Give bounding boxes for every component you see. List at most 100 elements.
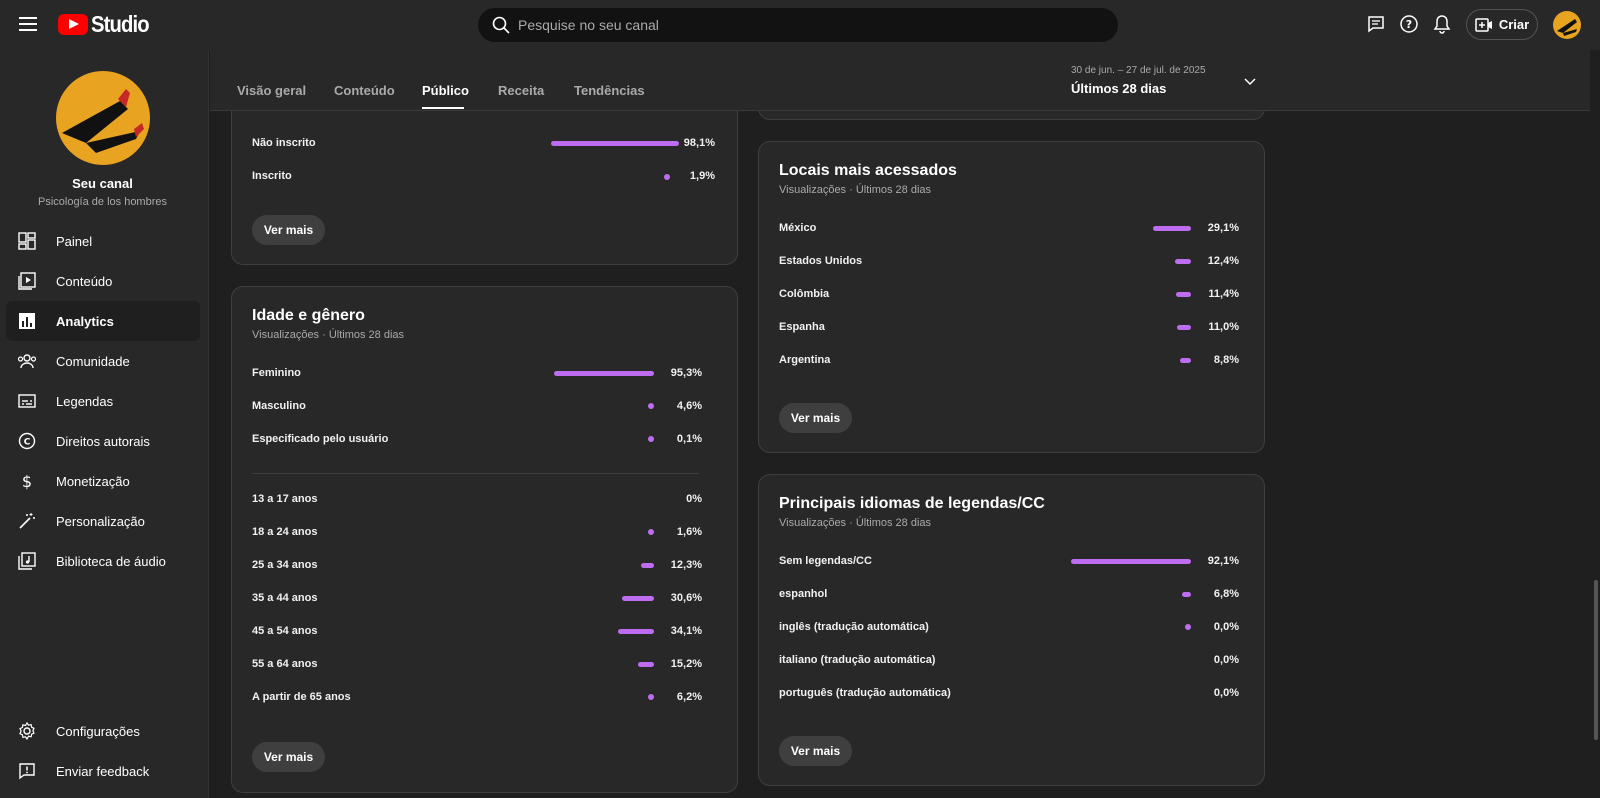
row-value: 12,3% xyxy=(670,559,702,571)
money-icon: $ xyxy=(17,471,37,491)
row-bar xyxy=(1176,292,1191,297)
row-label: Espanha xyxy=(779,321,825,333)
row-value: 0,1% xyxy=(676,433,702,445)
tab-audience[interactable]: Público xyxy=(422,83,469,98)
row-dot xyxy=(648,694,654,700)
help-icon[interactable]: ? xyxy=(1397,12,1421,36)
tab-overview[interactable]: Visão geral xyxy=(237,83,307,98)
sidebar-item-label: Personalização xyxy=(56,513,145,529)
divider xyxy=(252,473,699,474)
see-more-button[interactable]: Ver mais xyxy=(779,736,852,766)
see-more-button[interactable]: Ver mais xyxy=(252,742,325,772)
studio-logo[interactable]: Studio xyxy=(58,11,157,38)
top-bar: Studio Pesquise no seu canal ? Criar xyxy=(0,0,1600,50)
row-label: Sem legendas/CC xyxy=(779,555,872,567)
sidebar-item-label: Configurações xyxy=(56,723,140,739)
create-button[interactable]: Criar xyxy=(1466,9,1538,40)
community-icon xyxy=(17,351,37,371)
row-label: 45 a 54 anos xyxy=(252,625,318,637)
see-more-button[interactable]: Ver mais xyxy=(252,215,325,245)
row-value: 15,2% xyxy=(670,658,702,670)
row-label: 13 a 17 anos xyxy=(252,493,318,505)
row-value: 0,0% xyxy=(1213,621,1239,633)
row-value: 0% xyxy=(686,493,702,505)
row-label: Especificado pelo usuário xyxy=(252,433,389,445)
row-label: Argentina xyxy=(779,354,831,366)
row-value: 30,6% xyxy=(670,592,702,604)
svg-text:C: C xyxy=(24,438,31,448)
sidebar-item-customization[interactable]: Personalização xyxy=(6,501,200,541)
sidebar-item-monetization[interactable]: $ Monetização xyxy=(6,461,200,501)
row-label: inglês (tradução automática) xyxy=(779,621,929,633)
row-label: México xyxy=(779,222,817,234)
sidebar-item-community[interactable]: Comunidade xyxy=(6,341,200,381)
tabs-bar: Visão geral Conteúdo Público Receita Ten… xyxy=(210,50,1590,111)
svg-text:?: ? xyxy=(1406,18,1412,31)
bell-icon[interactable] xyxy=(1430,12,1454,36)
row-dot xyxy=(664,174,670,180)
tab-content[interactable]: Conteúdo xyxy=(334,83,395,98)
sidebar-item-label: Conteúdo xyxy=(56,273,113,289)
age-gender-card: Idade e gênero Visualizações · Últimos 2… xyxy=(231,286,738,793)
row-bar xyxy=(554,371,654,376)
sidebar-item-label: Biblioteca de áudio xyxy=(56,553,166,569)
row-bar xyxy=(1175,259,1191,264)
row-value: 11,0% xyxy=(1208,321,1239,333)
sidebar-item-subtitles[interactable]: Legendas xyxy=(6,381,200,421)
content-icon xyxy=(17,271,37,291)
row-label: Colômbia xyxy=(779,288,830,300)
row-value: 8,8% xyxy=(1213,354,1239,366)
dashboard-icon xyxy=(17,231,37,251)
date-range-dates: 30 de jun. – 27 de jul. de 2025 xyxy=(1071,65,1206,76)
search-bar[interactable]: Pesquise no seu canal xyxy=(478,8,1118,42)
row-label: A partir de 65 anos xyxy=(252,691,351,703)
youtube-play-icon xyxy=(58,14,88,35)
comment-icon[interactable] xyxy=(1364,12,1388,36)
see-more-button[interactable]: Ver mais xyxy=(779,403,852,433)
scrollbar[interactable] xyxy=(1594,580,1598,740)
chevron-down-icon[interactable] xyxy=(1240,72,1260,92)
row-label: 35 a 44 anos xyxy=(252,592,318,604)
card-subtitle: Visualizações · Últimos 28 dias xyxy=(779,184,932,196)
date-range-label: Últimos 28 dias xyxy=(1071,81,1167,96)
account-avatar[interactable] xyxy=(1553,11,1581,39)
svg-text:$: $ xyxy=(22,472,32,490)
gear-icon xyxy=(17,721,37,741)
sidebar-item-label: Direitos autorais xyxy=(56,433,150,449)
row-label: Estados Unidos xyxy=(779,255,863,267)
row-bar xyxy=(1177,325,1191,330)
sidebar-item-label: Painel xyxy=(56,233,93,249)
row-label: 25 a 34 anos xyxy=(252,559,318,571)
row-value: 6,8% xyxy=(1213,588,1239,600)
row-bar xyxy=(1071,559,1191,564)
create-label: Criar xyxy=(1498,17,1530,32)
row-bar xyxy=(1182,592,1191,597)
sidebar-item-label: Legendas xyxy=(56,393,114,409)
row-label: 55 a 64 anos xyxy=(252,658,318,670)
row-label: português (tradução automática) xyxy=(779,687,951,699)
row-dot xyxy=(648,403,654,409)
sidebar-item-settings[interactable]: Configurações xyxy=(6,711,200,751)
sidebar-item-analytics[interactable]: Analytics xyxy=(6,301,200,341)
row-dot xyxy=(648,529,654,535)
sidebar-item-content[interactable]: Conteúdo xyxy=(6,261,200,301)
date-range-picker[interactable]: 30 de jun. – 27 de jul. de 2025 Últimos … xyxy=(1071,65,1206,96)
channel-avatar[interactable] xyxy=(56,71,150,165)
sidebar-item-feedback[interactable]: Enviar feedback xyxy=(6,751,200,791)
search-icon xyxy=(492,16,510,34)
subtitles-icon xyxy=(17,391,37,411)
row-label: italiano (tradução automática) xyxy=(779,654,936,666)
sidebar-item-dashboard[interactable]: Painel xyxy=(6,221,200,261)
video-add-icon xyxy=(1475,17,1493,32)
menu-icon[interactable] xyxy=(14,10,42,38)
tab-revenue[interactable]: Receita xyxy=(498,83,545,98)
analytics-icon xyxy=(17,311,37,331)
sidebar-item-copyright[interactable]: C Direitos autorais xyxy=(6,421,200,461)
row-bar xyxy=(551,141,679,146)
row-label: Feminino xyxy=(252,367,301,379)
logo-text: Studio xyxy=(91,11,150,37)
tab-trends[interactable]: Tendências xyxy=(574,83,645,98)
channel-name: Seu canal xyxy=(72,176,133,191)
search-input[interactable]: Pesquise no seu canal xyxy=(518,17,659,33)
sidebar-item-audio-library[interactable]: Biblioteca de áudio xyxy=(6,541,200,581)
